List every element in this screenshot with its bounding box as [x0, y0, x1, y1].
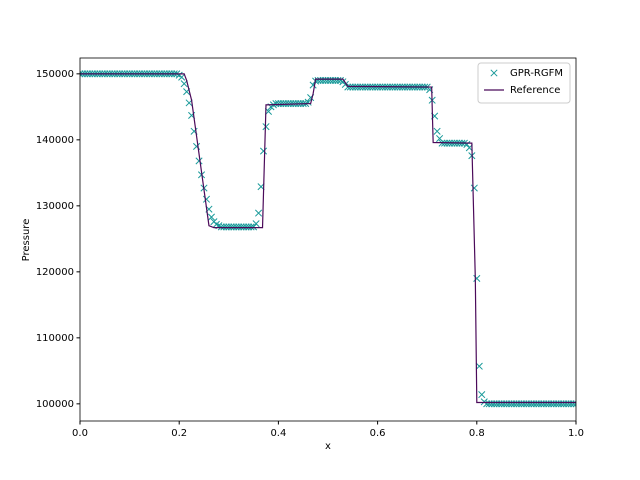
y-tick-label: 110000	[36, 333, 74, 344]
data-point	[463, 140, 471, 149]
data-point	[252, 220, 260, 228]
data-point	[250, 223, 258, 231]
data-point	[478, 391, 486, 399]
data-point	[572, 400, 576, 408]
data-point	[178, 73, 186, 81]
data-point	[470, 184, 478, 192]
x-tick-label: 0.8	[469, 428, 485, 439]
data-point	[207, 213, 215, 221]
y-axis-label: Pressure	[21, 219, 32, 262]
legend-marker	[490, 69, 498, 77]
x-axis-label: x	[325, 441, 331, 452]
x-tick-label: 0.0	[72, 428, 88, 439]
plot-frame	[79, 57, 577, 422]
y-tick-label: 130000	[36, 201, 74, 212]
data-point	[475, 362, 483, 370]
data-point	[433, 127, 441, 135]
y-tick-label: 120000	[36, 267, 74, 278]
data-point	[304, 98, 312, 106]
y-tick-label: 150000	[36, 69, 74, 80]
data-point	[202, 195, 211, 203]
y-tick-label: 100000	[36, 399, 74, 410]
x-tick-label: 0.2	[171, 428, 187, 439]
data-point	[247, 223, 255, 231]
data-point	[195, 157, 203, 165]
legend-label: GPR-RGFM	[510, 68, 563, 79]
x-tick-label: 0.4	[270, 428, 286, 439]
legend-label: Reference	[510, 85, 560, 96]
legend-box	[477, 62, 571, 104]
data-point	[262, 123, 270, 131]
y-tick-label: 140000	[36, 135, 74, 146]
data-line	[80, 73, 576, 404]
data-point	[259, 147, 268, 155]
data-point	[180, 80, 188, 88]
data-point	[255, 209, 263, 217]
x-tick-label: 1.0	[568, 428, 584, 439]
x-tick-label: 0.6	[370, 428, 386, 439]
